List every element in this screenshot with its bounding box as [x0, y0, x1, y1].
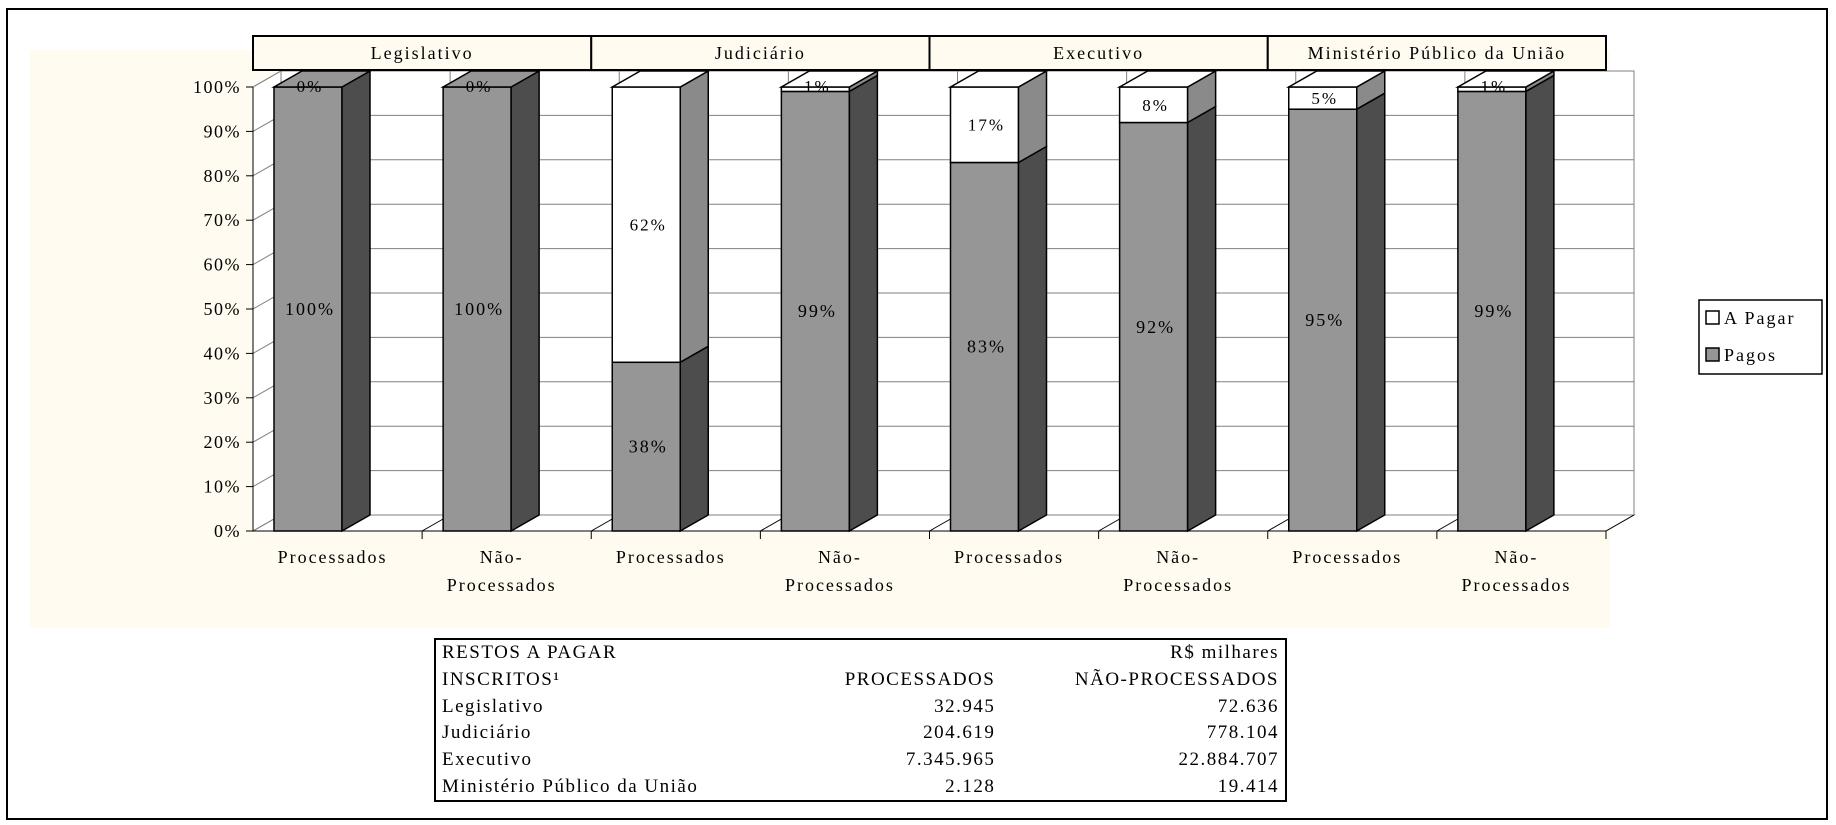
row-processados: 7.345.965	[905, 748, 996, 770]
row-name: Executivo	[442, 748, 533, 770]
category-label: Processados	[1292, 547, 1402, 567]
y-tick-label: 10%	[204, 477, 242, 497]
data-label-pagos: 99%	[1474, 301, 1513, 321]
category-label: Processados	[616, 547, 726, 567]
group-header-box	[252, 35, 593, 71]
y-tick-label: 100%	[193, 77, 241, 97]
y-tick-label: 50%	[204, 299, 242, 319]
legend-swatch-a-pagar	[1705, 310, 1720, 325]
legend-label-pagos: Pagos	[1724, 345, 1777, 365]
col-header-nao-processados: NÃO-PROCESSADOS	[1074, 669, 1279, 690]
x-depth-tick	[1605, 514, 1635, 532]
y-tick-label: 90%	[204, 121, 242, 141]
y-tick-label: 40%	[204, 343, 242, 363]
legend: A Pagar Pagos	[1698, 299, 1823, 375]
row-processados: 2.128	[945, 775, 996, 797]
data-label-pagos: 100%	[285, 299, 335, 319]
data-label-a-pagar: 1%	[1481, 77, 1508, 96]
table-title-line2: INSCRITOS¹	[442, 669, 561, 690]
legend-label-a-pagar: A Pagar	[1724, 308, 1796, 328]
bar-pagos-side	[341, 69, 371, 533]
category-label: Não-	[1494, 547, 1538, 567]
group-header-box	[928, 35, 1269, 71]
col-header-processados: PROCESSADOS	[844, 669, 996, 690]
row-name: Judiciário	[442, 722, 532, 744]
bar-pagos	[949, 161, 1020, 532]
bar-pagos-side	[1525, 74, 1555, 533]
table-header-row-2: INSCRITOS¹ PROCESSADOS NÃO-PROCESSADOS	[435, 667, 1286, 694]
legend-swatch-pagos	[1705, 347, 1720, 362]
group-header-label: Judiciário	[715, 43, 806, 63]
y-tick-label: 80%	[204, 166, 242, 186]
row-nao-processados: 778.104	[1206, 722, 1279, 744]
bar-a-pagar	[949, 86, 1020, 164]
group-header-box	[1266, 35, 1607, 71]
category-label: Processados	[954, 547, 1064, 567]
row-processados: 204.619	[923, 722, 996, 744]
category-label: Não-	[1156, 547, 1200, 567]
table-row: Judiciário 204.619 778.104	[435, 720, 1286, 747]
table-unit: R$ milhares	[1170, 642, 1279, 664]
row-processados: 32.945	[934, 695, 996, 717]
data-label-pagos: 83%	[967, 337, 1006, 357]
data-label-a-pagar: 0%	[297, 77, 324, 96]
bar-pagos-side	[1017, 145, 1048, 533]
y-tick-label: 30%	[204, 388, 242, 408]
row-nao-processados: 72.636	[1217, 695, 1279, 717]
restos-a-pagar-table: RESTOS A PAGAR R$ milhares INSCRITOS¹ PR…	[434, 638, 1287, 802]
bar-pagos-side	[510, 69, 540, 533]
data-label-a-pagar: 8%	[1142, 96, 1169, 115]
bar-a-pagar	[611, 86, 681, 364]
row-name: Legislativo	[442, 695, 544, 717]
data-label-pagos: 99%	[798, 301, 837, 321]
y-tick-label: 20%	[204, 432, 242, 452]
group-header-label: Executivo	[1053, 43, 1144, 63]
bar-a-pagar	[1118, 86, 1189, 124]
row-name: Ministério Público da União	[442, 775, 699, 797]
y-tick-label: 0%	[214, 521, 241, 541]
y-tick-label: 70%	[204, 210, 242, 230]
table-row: Legislativo 32.945 72.636	[435, 693, 1286, 720]
bar-pagos-side	[848, 74, 879, 533]
category-label: Processados	[785, 575, 895, 595]
group-header-box	[590, 35, 931, 71]
data-label-pagos: 100%	[454, 299, 504, 319]
bar-a-pagar-side	[679, 69, 709, 364]
category-label: Não-	[818, 547, 862, 567]
data-label-a-pagar: 17%	[968, 116, 1005, 135]
category-label: Processados	[278, 547, 388, 567]
bar-pagos	[273, 86, 343, 532]
category-label: Não-	[480, 547, 524, 567]
row-nao-processados: 19.414	[1217, 775, 1279, 797]
data-label-pagos: 92%	[1136, 317, 1175, 337]
category-label: Processados	[1461, 575, 1571, 595]
bar-pagos-side	[1186, 105, 1217, 533]
y-tick-label: 60%	[204, 255, 242, 275]
table-row: Ministério Público da União 2.128 19.414	[435, 773, 1286, 801]
category-label: Processados	[1123, 575, 1233, 595]
data-label-pagos: 95%	[1305, 310, 1344, 330]
table-header-row-1: RESTOS A PAGAR R$ milhares	[435, 639, 1286, 667]
bar-pagos	[1457, 90, 1527, 532]
group-header-label: Legislativo	[371, 43, 474, 63]
data-label-pagos: 38%	[629, 437, 668, 457]
data-label-a-pagar: 1%	[804, 77, 831, 96]
data-label-a-pagar: 62%	[630, 216, 667, 235]
group-header-label: Ministério Público da União	[1308, 43, 1566, 63]
table-row: Executivo 7.345.965 22.884.707	[435, 747, 1286, 774]
stacked-bar-chart: 0% 10% 20% 30% 40% 50% 60% 70% 80% 90% 100% 100% 0% P…	[30, 35, 1823, 628]
table-title-line1: RESTOS A PAGAR	[442, 642, 618, 664]
data-label-a-pagar: 5%	[1311, 89, 1338, 108]
bar-pagos-side	[1356, 91, 1386, 533]
data-label-a-pagar: 0%	[466, 77, 493, 96]
bar-pagos-side	[679, 344, 709, 533]
category-label: Processados	[447, 575, 557, 595]
row-nao-processados: 22.884.707	[1178, 748, 1279, 770]
